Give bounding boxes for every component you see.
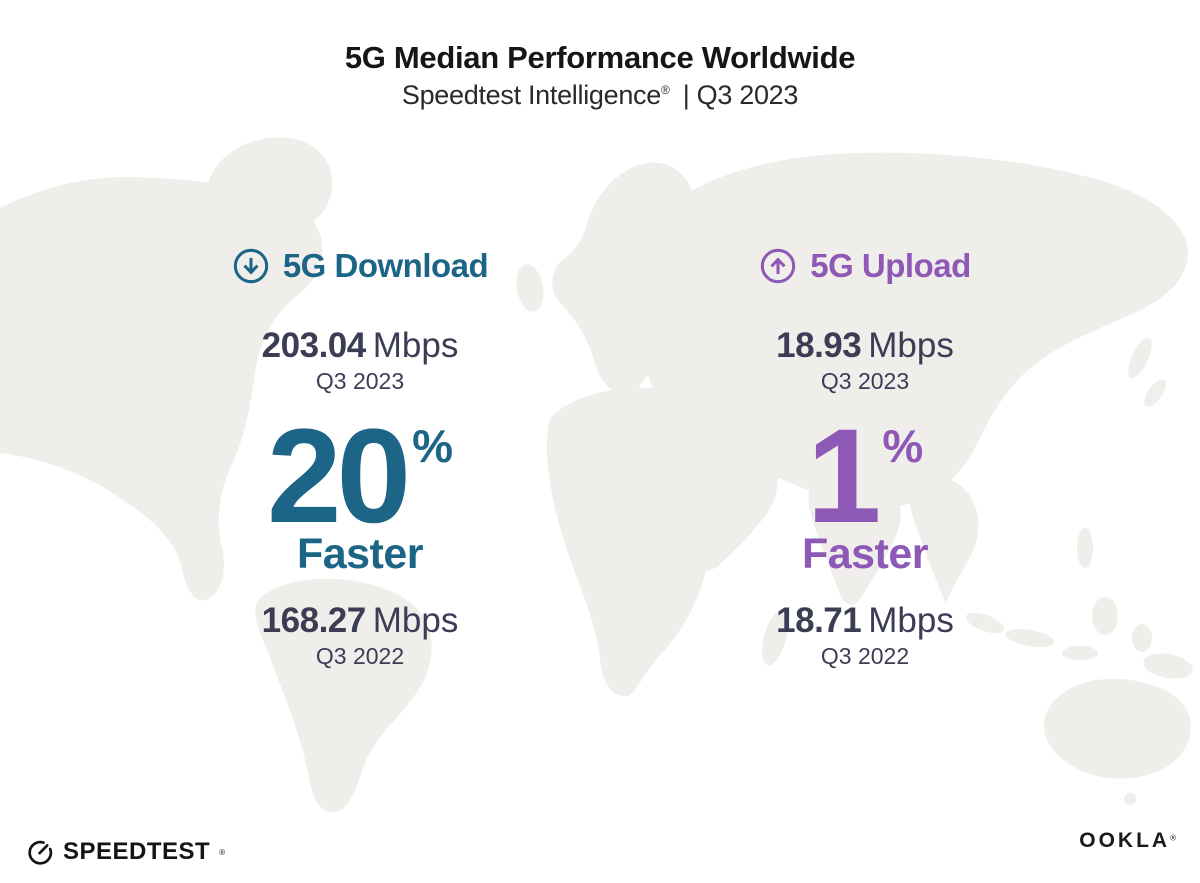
upload-change-label: Faster <box>801 530 929 579</box>
upload-header: 5G Upload <box>655 246 1075 286</box>
download-label: 5G Download <box>282 247 489 284</box>
download-previous-period: Q3 2022 <box>315 642 405 669</box>
download-previous-number: 168.27 <box>261 601 367 641</box>
ookla-logo: OOKLA® <box>1079 829 1176 853</box>
upload-previous-value: 18.71 Mbps <box>655 601 1075 641</box>
download-change-percent-sign: % <box>412 420 453 473</box>
download-current-unit: Mbps <box>372 326 459 365</box>
speedtest-gauge-icon <box>26 838 54 866</box>
download-current-period: Q3 2023 <box>315 367 405 394</box>
upload-previous-unit: Mbps <box>868 601 954 641</box>
download-change-label: Faster <box>296 530 424 579</box>
download-current-number: 203.04 <box>261 326 367 365</box>
download-previous-unit: Mbps <box>372 601 459 641</box>
upload-current-unit: Mbps <box>868 326 954 365</box>
speedtest-registered-mark: ® <box>219 847 226 857</box>
arrow-down-circle-icon <box>232 247 270 285</box>
download-header: 5G Download <box>150 246 570 286</box>
upload-current-number: 18.93 <box>776 326 862 365</box>
upload-change-number: 1 <box>806 410 881 529</box>
subtitle-period: | Q3 2023 <box>682 79 799 110</box>
header: 5G Median Performance Worldwide Speedtes… <box>0 40 1200 111</box>
registered-mark: ® <box>660 82 670 97</box>
panel-5g-download: 5G Download 203.04 Mbps Q3 2023 20 % Fast… <box>150 246 570 669</box>
upload-previous-period: Q3 2022 <box>820 642 910 669</box>
ookla-wordmark: OOKLA <box>1079 829 1171 852</box>
upload-label: 5G Upload <box>810 247 971 284</box>
ookla-registered-mark: ® <box>1170 833 1176 843</box>
page-title: 5G Median Performance Worldwide <box>344 40 856 75</box>
speedtest-logo: SPEEDTEST ® <box>26 838 225 866</box>
download-change: 20 % <box>150 410 570 528</box>
upload-change-percent-sign: % <box>882 420 924 473</box>
download-change-number: 20 <box>267 410 411 529</box>
upload-current-period: Q3 2023 <box>820 367 910 394</box>
upload-change: 1 % <box>655 410 1075 528</box>
world-map-background <box>0 137 1193 813</box>
upload-current-value: 18.93 Mbps <box>655 326 1075 365</box>
arrow-up-circle-icon <box>759 247 797 285</box>
subtitle-source: Speedtest Intelligence <box>401 79 661 110</box>
speedtest-wordmark: SPEEDTEST <box>63 838 211 865</box>
upload-previous-number: 18.71 <box>776 601 862 641</box>
page-subtitle: Speedtest Intelligence® | Q3 2023 <box>0 80 1200 111</box>
download-current-value: 203.04 Mbps <box>150 326 570 365</box>
panel-5g-upload: 5G Upload 18.93 Mbps Q3 2023 1 % Faster 1… <box>655 246 1075 669</box>
download-previous-value: 168.27 Mbps <box>150 601 570 641</box>
